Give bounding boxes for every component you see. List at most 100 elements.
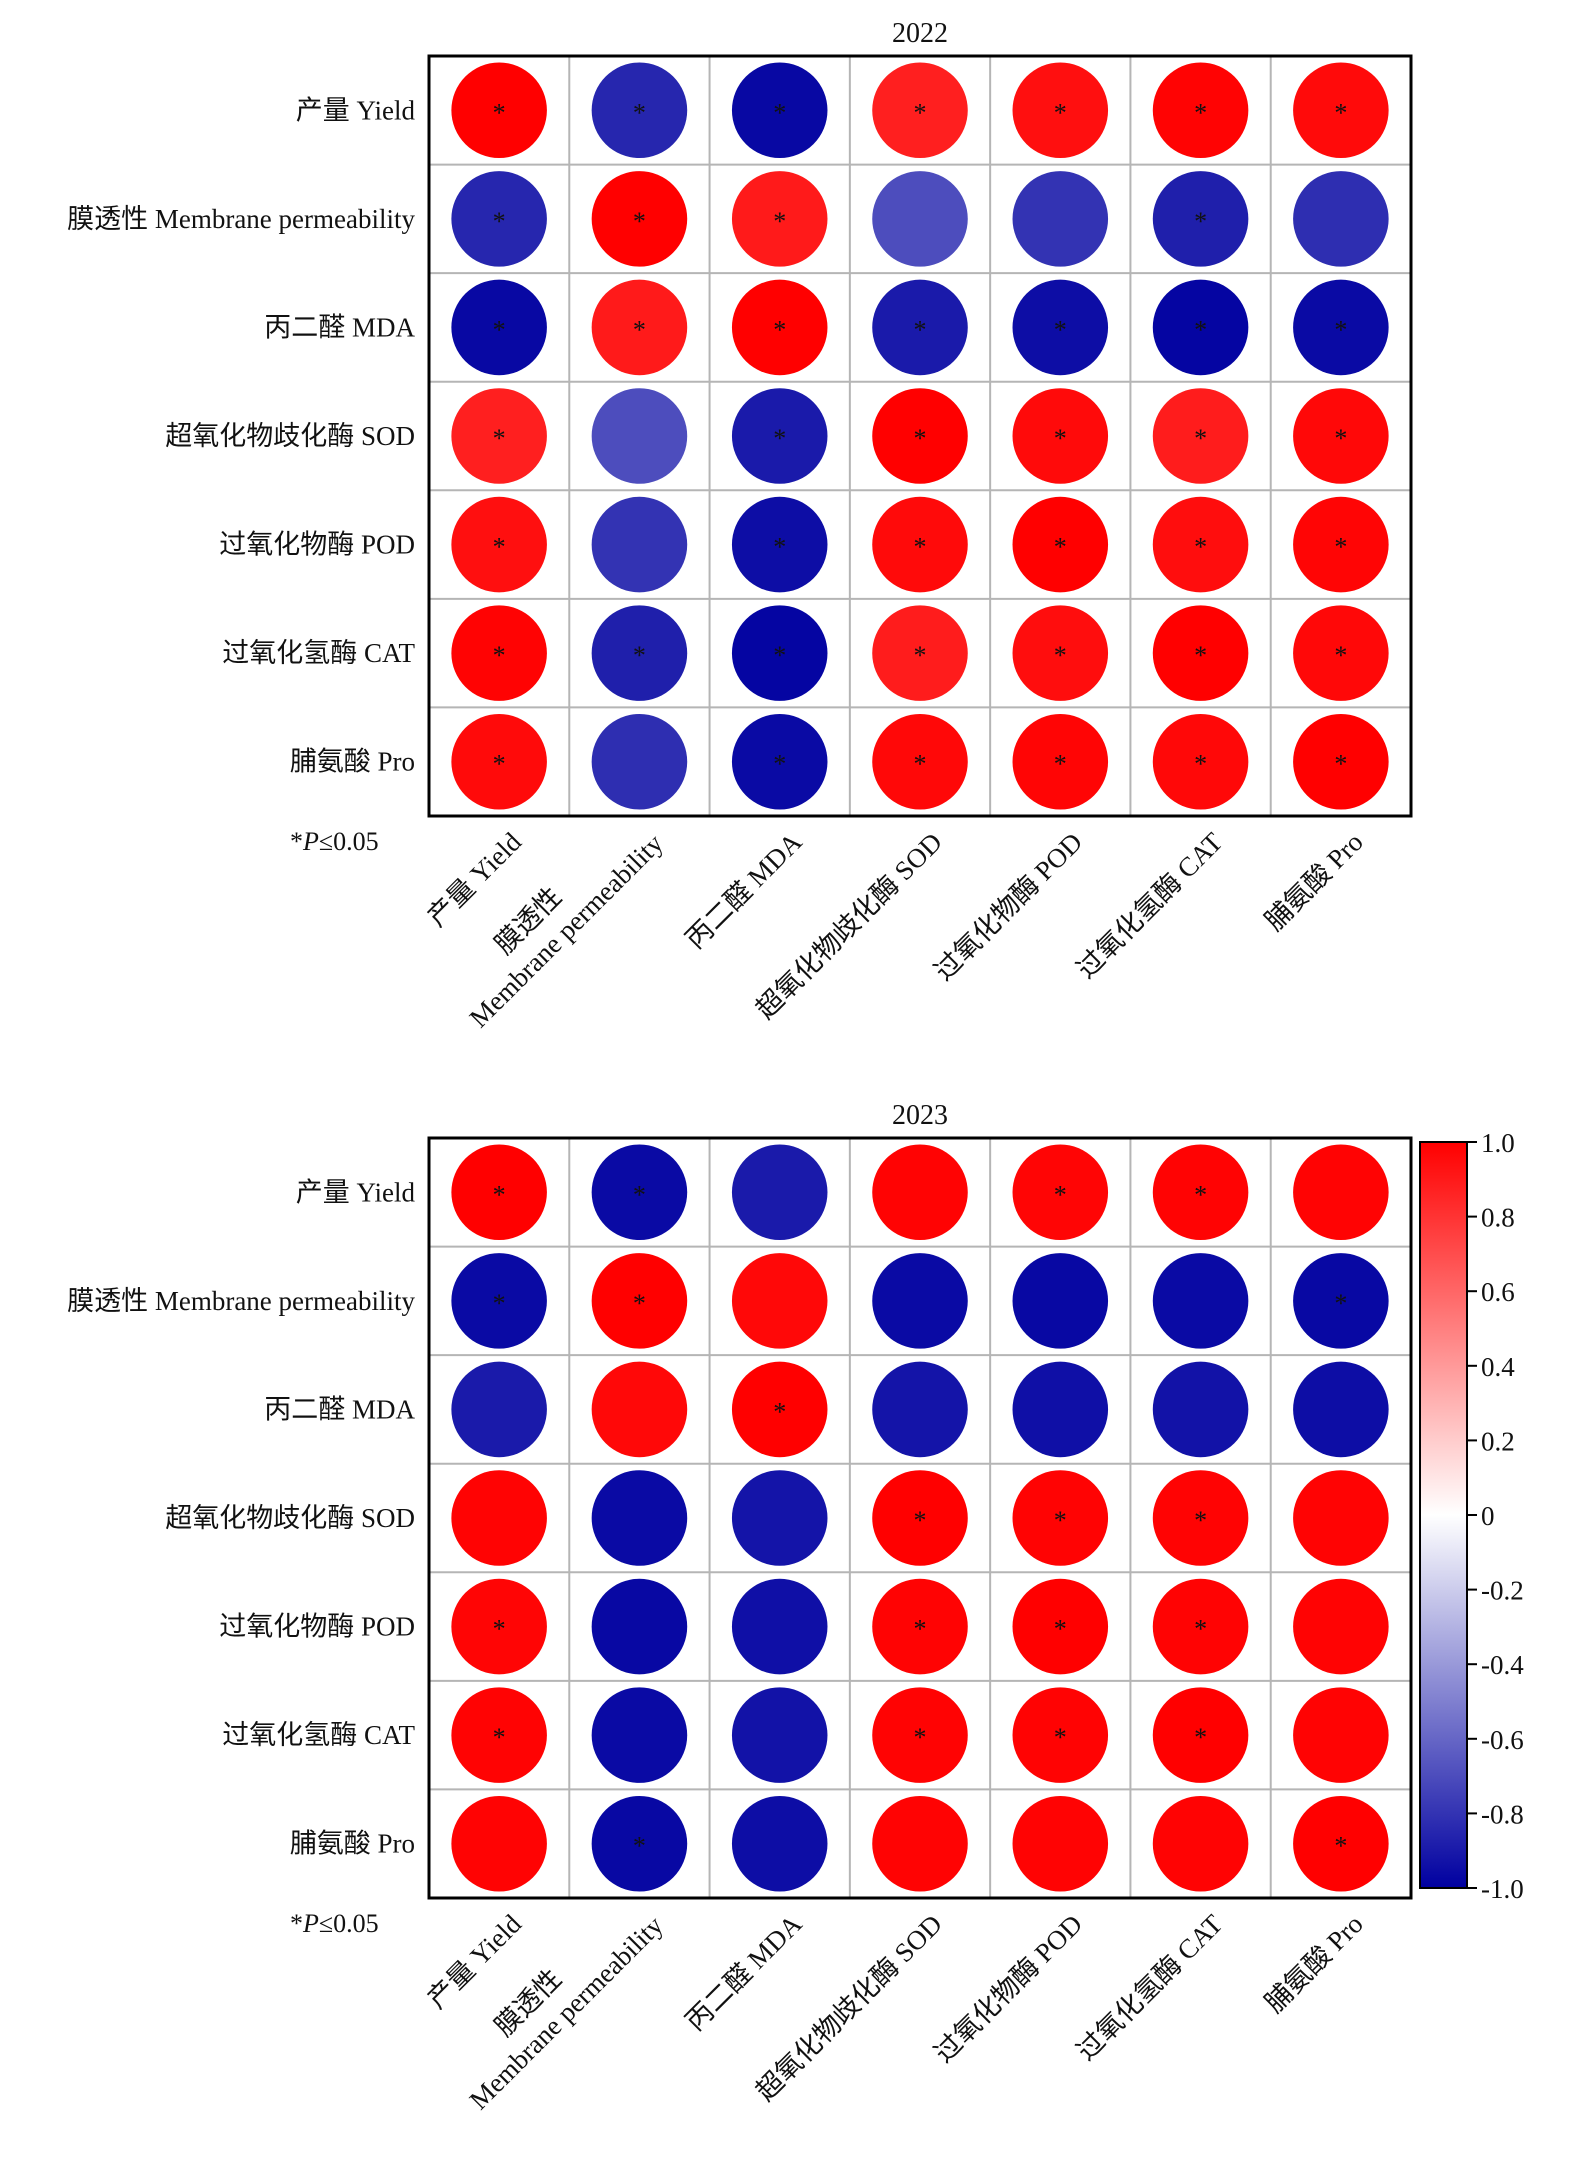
correlation-circle bbox=[731, 279, 828, 376]
colorbar-gradient bbox=[1419, 1141, 1468, 1889]
correlation-circle bbox=[872, 1470, 968, 1566]
row-label: 丙二醛 MDA bbox=[264, 1394, 415, 1424]
correlation-circle bbox=[1012, 1144, 1109, 1241]
correlation-circle bbox=[872, 1144, 968, 1241]
significance-marker: * bbox=[773, 207, 786, 236]
correlation-circle bbox=[1293, 1687, 1389, 1783]
significance-marker: * bbox=[773, 1397, 786, 1426]
correlation-circle bbox=[731, 1144, 828, 1241]
significance-marker: * bbox=[1334, 641, 1347, 670]
correlation-circle bbox=[731, 171, 828, 267]
correlation-circle bbox=[451, 1578, 547, 1675]
correlation-circle bbox=[731, 388, 828, 484]
correlation-circle bbox=[591, 1795, 688, 1892]
correlation-circle bbox=[451, 388, 547, 484]
column-label-line: 过氧化物酶 POD bbox=[929, 1909, 1089, 2069]
column-label-line: 丙二醛 MDA bbox=[680, 1908, 808, 2036]
column-label: 脯氨酸 Pro bbox=[1259, 1909, 1369, 2019]
correlation-circle bbox=[872, 1795, 968, 1892]
correlation-circle bbox=[1012, 605, 1109, 701]
correlation-circle bbox=[1293, 605, 1389, 701]
significance-marker: * bbox=[773, 315, 786, 344]
significance-marker: * bbox=[1194, 1723, 1207, 1752]
correlation-circle bbox=[591, 1361, 688, 1458]
column-label: 丙二醛 MDA bbox=[680, 1908, 808, 2036]
correlation-circle bbox=[591, 1578, 688, 1675]
correlation-circle bbox=[451, 605, 547, 701]
correlation-circle bbox=[1152, 1687, 1249, 1783]
significance-marker: * bbox=[1334, 1832, 1347, 1861]
correlation-circle bbox=[1152, 62, 1249, 159]
correlation-circle bbox=[591, 388, 688, 484]
significance-marker: * bbox=[493, 424, 506, 453]
correlation-circle bbox=[1293, 388, 1389, 484]
significance-marker: * bbox=[1054, 315, 1067, 344]
correlation-circle bbox=[731, 1795, 828, 1892]
correlation-circle bbox=[1293, 1470, 1389, 1566]
correlation-circle bbox=[591, 1687, 688, 1783]
colorbar-tick-label: 0.6 bbox=[1481, 1277, 1515, 1307]
correlation-circle bbox=[1012, 1795, 1109, 1892]
colorbar-tick-label: -0.2 bbox=[1481, 1576, 1524, 1606]
correlation-circle bbox=[1012, 1361, 1109, 1458]
column-label-line: 脯氨酸 Pro bbox=[1259, 827, 1369, 937]
correlation-circle bbox=[1152, 1578, 1249, 1675]
row-label: 过氧化物酶 POD bbox=[219, 1612, 415, 1642]
significance-marker: * bbox=[493, 1289, 506, 1318]
significance-marker: * bbox=[493, 98, 506, 127]
significance-marker: * bbox=[1194, 315, 1207, 344]
correlation-circle bbox=[1152, 388, 1249, 484]
correlation-circle bbox=[872, 496, 968, 593]
significance-marker: * bbox=[1334, 424, 1347, 453]
significance-marker: * bbox=[493, 207, 506, 236]
correlation-circle bbox=[872, 1687, 968, 1783]
significance-marker: * bbox=[914, 1506, 927, 1535]
column-label: 过氧化物酶 POD bbox=[929, 1909, 1089, 2069]
correlation-circle bbox=[451, 713, 547, 810]
correlation-circle bbox=[591, 1144, 688, 1241]
correlation-circle bbox=[591, 605, 688, 701]
column-label: 过氧化氢酶 CAT bbox=[1071, 826, 1229, 984]
correlation-circle bbox=[872, 62, 968, 159]
column-label-line: 过氧化物酶 POD bbox=[929, 827, 1089, 987]
correlation-circle bbox=[1152, 1470, 1249, 1566]
significance-marker: * bbox=[1054, 1615, 1067, 1644]
row-label: 过氧化物酶 POD bbox=[219, 530, 415, 560]
correlation-circle bbox=[731, 496, 828, 593]
correlation-circle bbox=[1293, 713, 1389, 810]
heatmap-panel-2022: 2022 * * * * * * * * * * * * * * * * * * * * * * * * * * * * * * * * * * * *… bbox=[67, 18, 1413, 1033]
correlation-circle bbox=[1152, 605, 1249, 701]
correlation-circle bbox=[731, 605, 828, 701]
correlation-circle bbox=[1012, 388, 1109, 484]
column-label: 过氧化氢酶 CAT bbox=[1071, 1908, 1229, 2066]
significance-marker: * bbox=[1194, 533, 1207, 562]
significance-note: *P≤0.05 bbox=[290, 827, 379, 856]
significance-marker: * bbox=[1194, 641, 1207, 670]
column-label: 脯氨酸 Pro bbox=[1259, 827, 1369, 937]
correlation-circle bbox=[1293, 1144, 1389, 1241]
significance-marker: * bbox=[914, 315, 927, 344]
colorbar-tick-label: -0.4 bbox=[1481, 1650, 1524, 1680]
significance-marker: * bbox=[493, 1180, 506, 1209]
significance-marker: * bbox=[1054, 1180, 1067, 1209]
correlation-circle bbox=[451, 1795, 547, 1892]
correlation-circle bbox=[451, 1253, 547, 1349]
row-label: 过氧化氢酶 CAT bbox=[222, 1720, 415, 1750]
significance-marker: * bbox=[1054, 750, 1067, 779]
column-label-line: 过氧化氢酶 CAT bbox=[1071, 826, 1229, 984]
significance-marker: * bbox=[1194, 1506, 1207, 1535]
correlation-circle bbox=[451, 1470, 547, 1566]
correlation-circle bbox=[872, 605, 968, 701]
correlation-circle bbox=[731, 1361, 828, 1458]
significance-marker: * bbox=[633, 315, 646, 344]
correlation-circle bbox=[1012, 171, 1109, 267]
significance-marker: * bbox=[773, 424, 786, 453]
panel-title: 2023 bbox=[892, 1100, 948, 1131]
significance-marker: * bbox=[493, 533, 506, 562]
significance-note: *P≤0.05 bbox=[290, 1909, 379, 1938]
correlation-circle bbox=[731, 1687, 828, 1783]
significance-marker: * bbox=[773, 641, 786, 670]
correlation-circle bbox=[731, 1253, 828, 1349]
significance-marker: * bbox=[633, 641, 646, 670]
correlation-circle bbox=[1012, 713, 1109, 810]
